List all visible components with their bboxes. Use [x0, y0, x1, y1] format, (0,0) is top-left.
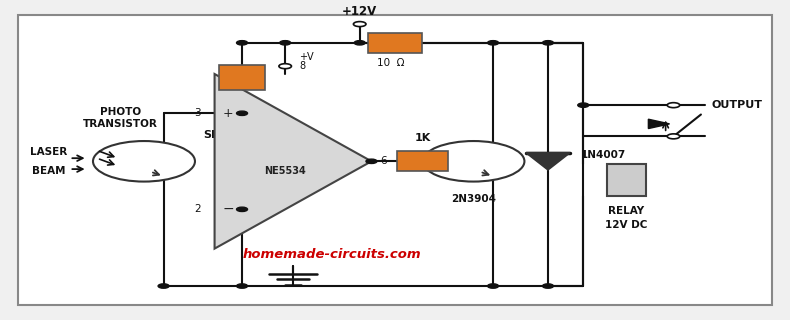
Text: TRANSISTOR: TRANSISTOR	[83, 119, 158, 129]
Text: −: −	[223, 202, 234, 216]
Bar	[397, 151, 448, 172]
Circle shape	[354, 41, 365, 45]
Text: 8: 8	[299, 61, 306, 71]
Text: 3: 3	[194, 108, 201, 118]
Bar	[220, 65, 265, 90]
Polygon shape	[649, 119, 670, 129]
Polygon shape	[526, 153, 570, 170]
Text: 2N3904: 2N3904	[451, 194, 496, 204]
Bar	[367, 33, 423, 53]
Text: NE5534: NE5534	[265, 166, 306, 176]
Text: +12V: +12V	[342, 5, 378, 18]
Circle shape	[423, 141, 525, 181]
Text: SENSITIVITY: SENSITIVITY	[204, 130, 280, 140]
Text: 1N4007: 1N4007	[581, 150, 626, 160]
Circle shape	[236, 41, 247, 45]
Circle shape	[487, 284, 498, 288]
Text: BEAM: BEAM	[32, 166, 65, 176]
Text: 12V DC: 12V DC	[605, 220, 648, 230]
Text: homemade-circuits.com: homemade-circuits.com	[243, 248, 422, 261]
Bar	[607, 164, 646, 196]
Text: PHOTO: PHOTO	[100, 107, 141, 116]
Circle shape	[93, 141, 195, 181]
Circle shape	[158, 284, 169, 288]
Circle shape	[543, 284, 554, 288]
Circle shape	[668, 103, 679, 108]
Text: 10  Ω: 10 Ω	[378, 58, 404, 68]
Circle shape	[353, 22, 366, 27]
Text: +: +	[223, 107, 233, 120]
Polygon shape	[215, 74, 371, 249]
Circle shape	[236, 111, 247, 116]
Circle shape	[236, 284, 247, 288]
Text: 2: 2	[194, 204, 201, 214]
Text: 1 MEG: 1 MEG	[222, 113, 261, 123]
Text: OUTPUT: OUTPUT	[711, 100, 762, 110]
Circle shape	[543, 41, 554, 45]
Text: RELAY: RELAY	[608, 206, 645, 216]
Circle shape	[577, 103, 589, 107]
Circle shape	[366, 159, 377, 164]
Circle shape	[280, 41, 291, 45]
Text: R1: R1	[234, 96, 250, 106]
Text: 6: 6	[380, 156, 386, 166]
Text: +V: +V	[299, 52, 314, 62]
Circle shape	[236, 207, 247, 212]
Circle shape	[668, 134, 679, 139]
Text: LASER: LASER	[30, 147, 67, 157]
Circle shape	[279, 64, 292, 69]
Circle shape	[487, 41, 498, 45]
Text: 1K: 1K	[414, 133, 431, 143]
